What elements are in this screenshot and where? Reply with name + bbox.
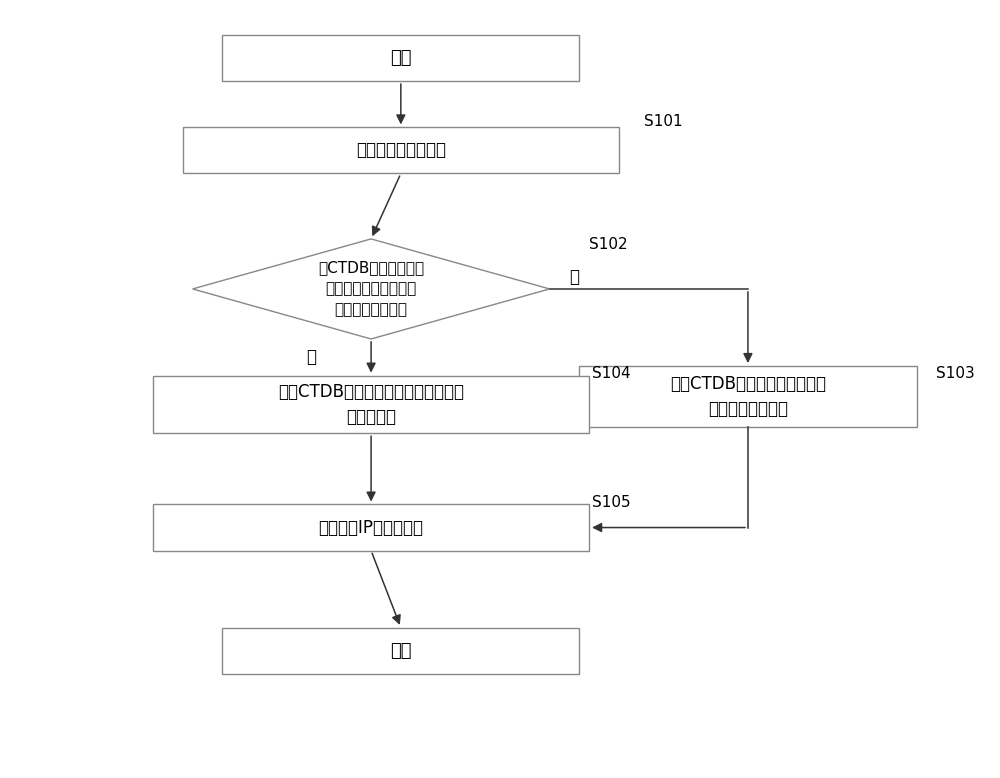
Text: 进行虚拟IP的重新分配: 进行虚拟IP的重新分配 [319, 519, 424, 537]
Text: 结束: 结束 [390, 642, 412, 660]
Text: S101: S101 [644, 114, 682, 128]
Text: S105: S105 [592, 495, 631, 510]
FancyBboxPatch shape [222, 35, 579, 81]
Text: S102: S102 [589, 237, 628, 252]
Text: 添加数据库恢复开关: 添加数据库恢复开关 [356, 142, 446, 159]
Text: 保持CTDB状态为正常状态，跳过数据
库恢复流程: 保持CTDB状态为正常状态，跳过数据 库恢复流程 [278, 383, 464, 426]
Text: 开始: 开始 [390, 49, 412, 67]
FancyBboxPatch shape [183, 128, 619, 173]
Text: S103: S103 [936, 366, 975, 381]
Text: 更改CTDB状态为活跃状态，执
行数据库恢复流程: 更改CTDB状态为活跃状态，执 行数据库恢复流程 [670, 375, 826, 419]
FancyBboxPatch shape [222, 628, 579, 674]
Text: 是: 是 [569, 268, 579, 286]
FancyBboxPatch shape [579, 366, 916, 427]
Text: 当CTDB集群有节点故
障时，判断所述数据库
恢复开关是否开启: 当CTDB集群有节点故 障时，判断所述数据库 恢复开关是否开启 [318, 261, 424, 317]
FancyBboxPatch shape [153, 504, 589, 551]
FancyBboxPatch shape [153, 376, 589, 433]
Polygon shape [193, 239, 550, 339]
Text: 否: 否 [307, 349, 317, 366]
Text: S104: S104 [592, 366, 631, 381]
